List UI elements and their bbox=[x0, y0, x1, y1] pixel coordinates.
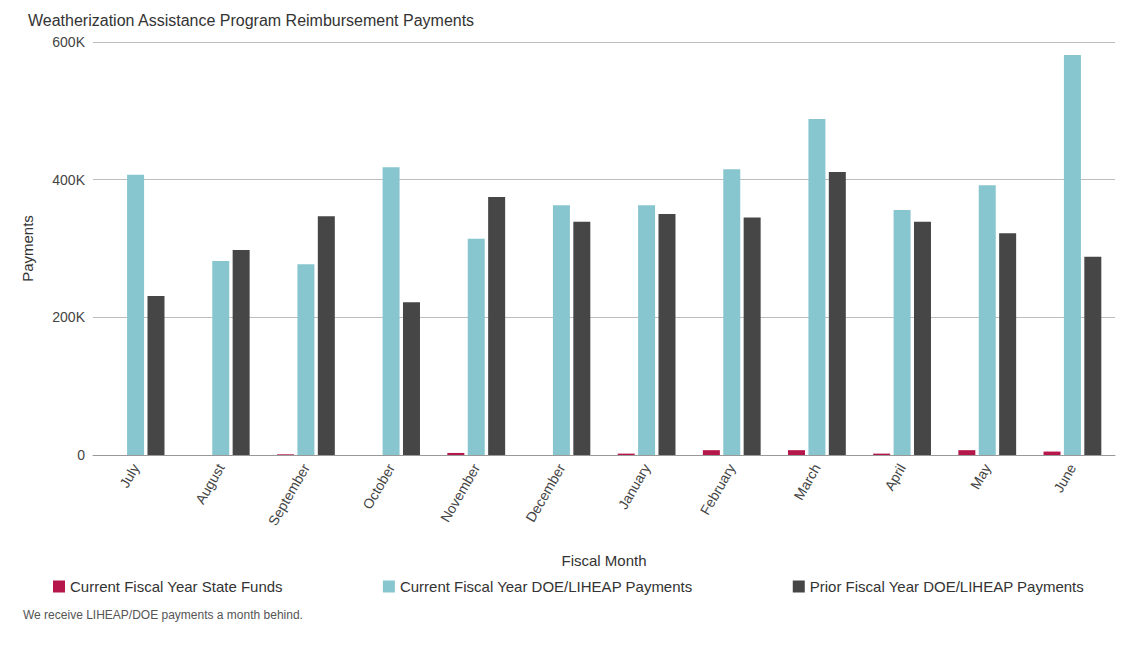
svg-text:400K: 400K bbox=[52, 172, 85, 188]
svg-text:Weatherization Assistance Prog: Weatherization Assistance Program Reimbu… bbox=[28, 12, 474, 29]
svg-text:600K: 600K bbox=[52, 34, 85, 50]
svg-text:Payments: Payments bbox=[19, 215, 36, 282]
svg-text:September: September bbox=[265, 461, 313, 529]
svg-text:0: 0 bbox=[77, 447, 85, 463]
svg-text:July: July bbox=[116, 461, 142, 491]
svg-text:We receive LIHEAP/DOE payments: We receive LIHEAP/DOE payments a month b… bbox=[23, 608, 303, 622]
svg-text:Current Fiscal Year DOE/LIHEAP: Current Fiscal Year DOE/LIHEAP Payments bbox=[400, 578, 692, 595]
svg-text:December: December bbox=[522, 461, 568, 525]
svg-text:Current Fiscal Year State Fund: Current Fiscal Year State Funds bbox=[70, 578, 283, 595]
svg-text:October: October bbox=[359, 461, 398, 512]
svg-text:Fiscal Month: Fiscal Month bbox=[561, 552, 646, 569]
svg-text:March: March bbox=[791, 461, 824, 503]
svg-text:January: January bbox=[615, 461, 654, 512]
svg-text:Prior Fiscal Year DOE/LIHEAP P: Prior Fiscal Year DOE/LIHEAP Payments bbox=[810, 578, 1084, 595]
svg-text:August: August bbox=[192, 461, 228, 507]
svg-text:April: April bbox=[881, 461, 909, 493]
svg-text:June: June bbox=[1050, 461, 1079, 495]
svg-text:May: May bbox=[967, 461, 994, 492]
svg-text:November: November bbox=[437, 461, 483, 525]
svg-text:February: February bbox=[697, 461, 739, 517]
svg-text:200K: 200K bbox=[52, 309, 85, 325]
